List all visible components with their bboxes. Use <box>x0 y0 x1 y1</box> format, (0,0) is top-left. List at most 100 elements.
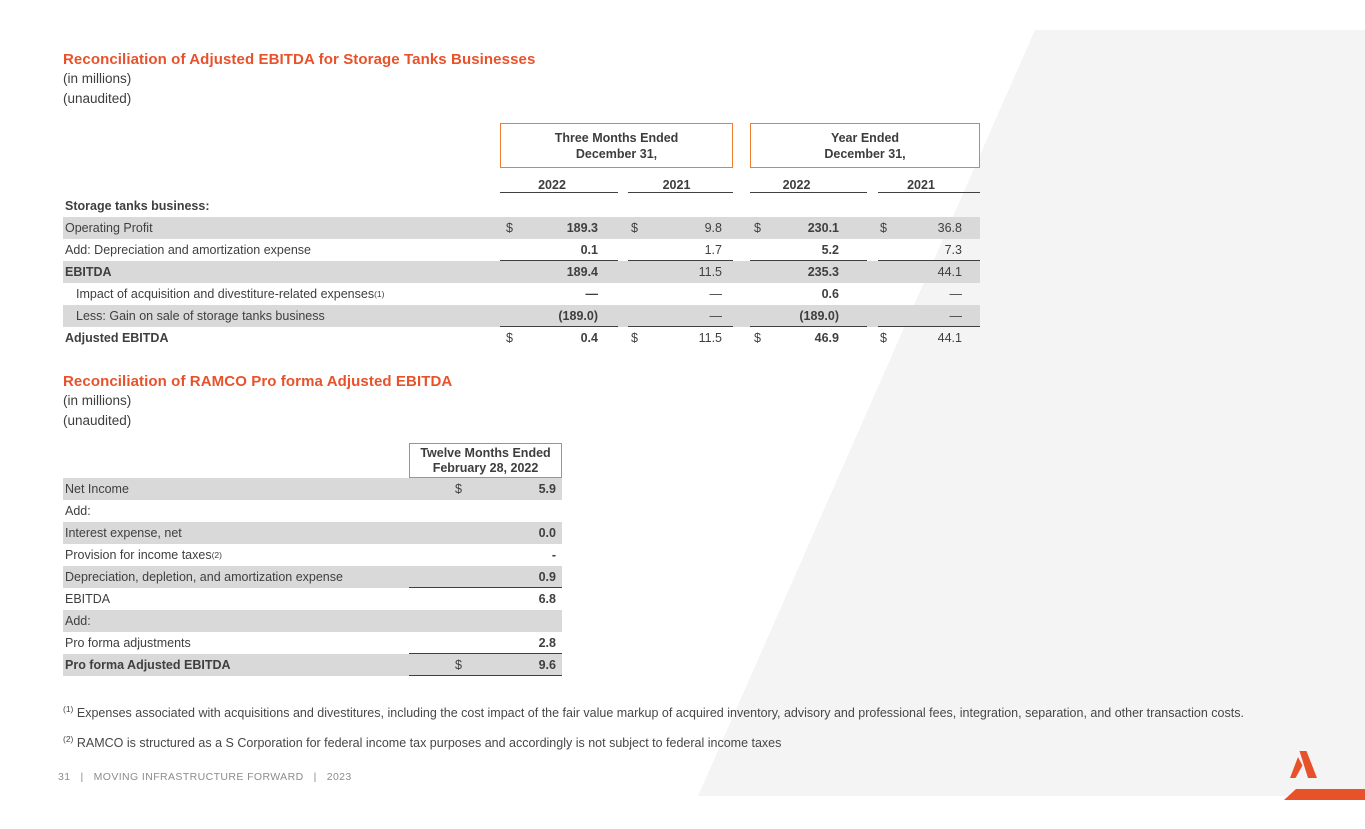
value-cell: (189.0) <box>500 305 618 327</box>
table1-row: Impact of acquisition and divestiture-re… <box>63 283 980 305</box>
row-label: Add: Depreciation and amortization expen… <box>63 239 500 261</box>
table1-row: EBITDA 189.4 11.5 235.3 44.1 <box>63 261 980 283</box>
value: 5.2 <box>821 242 839 257</box>
value-cell: 1.7 <box>628 239 733 261</box>
table1-year-header: 2022 2021 2022 2021 <box>63 168 980 193</box>
value: 1.7 <box>704 242 722 257</box>
value-cell: 235.3 <box>750 261 867 283</box>
table2-row: Add: <box>63 610 562 632</box>
row-label: Provision for income taxes (2) <box>65 548 222 562</box>
value-cell: — <box>878 305 980 327</box>
column-gap <box>618 217 628 239</box>
year-col-3: 2022 <box>750 168 867 193</box>
section2-in-millions: (in millions) <box>63 393 132 408</box>
value-cell <box>409 610 562 632</box>
value-cell: $230.1 <box>750 217 867 239</box>
column-gap <box>867 327 878 349</box>
table1-row: Add: Depreciation and amortization expen… <box>63 239 980 261</box>
dollar-sign: $ <box>506 221 513 235</box>
value: 0.0 <box>538 526 556 540</box>
row-label: EBITDA <box>63 261 500 283</box>
value-cell: 44.1 <box>878 261 980 283</box>
footnote-2-text: RAMCO is structured as a S Corporation f… <box>76 736 782 750</box>
value-cell: $9.6 <box>409 654 562 676</box>
table1-row: Adjusted EBITDA $0.4 $11.5 $46.9 $44.1 <box>63 327 980 349</box>
value: 46.9 <box>814 331 839 345</box>
three-months-ended-box: Three Months Ended December 31, <box>500 123 733 168</box>
row-label-text: EBITDA <box>65 592 111 606</box>
row-label: Add: <box>63 500 409 522</box>
footer-tagline: MOVING INFRASTRUCTURE FORWARD <box>93 771 304 783</box>
value: 0.4 <box>580 331 598 345</box>
row-label: Less: Gain on sale of storage tanks busi… <box>63 305 500 327</box>
value-cell: 7.3 <box>878 239 980 261</box>
dollar-sign: $ <box>506 331 513 345</box>
section1-title: Reconciliation of Adjusted EBITDA for St… <box>63 51 536 68</box>
value-cell: (189.0) <box>750 305 867 327</box>
value-cell: 189.4 <box>500 261 618 283</box>
table1-row: Less: Gain on sale of storage tanks busi… <box>63 305 980 327</box>
row-label-text: Pro forma Adjusted EBITDA <box>65 658 231 672</box>
row-label-text: Impact of acquisition and divestiture-re… <box>76 287 375 301</box>
value: — <box>709 287 723 301</box>
row-label-text: Operating Profit <box>65 221 153 235</box>
table2-body: Net Income $5.9 Add: Interest expense, net 0… <box>63 478 562 676</box>
row-label: Net Income <box>63 478 409 500</box>
column-gap <box>867 261 878 283</box>
storage-tanks-table: Three Months Ended December 31, Year End… <box>63 123 980 349</box>
column-gap <box>867 305 878 327</box>
value-cell: $0.4 <box>500 327 618 349</box>
column-gap <box>618 327 628 349</box>
value: (189.0) <box>799 308 839 323</box>
row-label: Pro forma Adjusted EBITDA <box>63 654 409 676</box>
page-number: 31 <box>58 771 71 783</box>
table1-row: Operating Profit $189.3 $9.8 $230.1 $36.8 <box>63 217 980 239</box>
value-cell: — <box>878 283 980 305</box>
dollar-sign: $ <box>455 657 462 672</box>
table2-row: Provision for income taxes (2) - <box>63 544 562 566</box>
footer-separator: | <box>80 771 84 783</box>
value: 36.8 <box>937 221 962 235</box>
row-label: Adjusted EBITDA <box>63 327 500 349</box>
period-line2: December 31, <box>824 146 906 161</box>
dollar-sign: $ <box>754 331 761 345</box>
footer-separator: | <box>313 771 317 783</box>
value: 230.1 <box>807 221 839 235</box>
value-cell: 0.6 <box>750 283 867 305</box>
company-logo-icon <box>1290 751 1317 778</box>
footnote-1-text: Expenses associated with acquisitions an… <box>76 706 1244 720</box>
column-gap <box>618 239 628 261</box>
value-cell: 6.8 <box>409 588 562 610</box>
table2-period-header: Twelve Months Ended February 28, 2022 <box>63 443 562 478</box>
value: - <box>551 548 556 562</box>
row-label-text: Pro forma adjustments <box>65 636 191 650</box>
section1-unaudited: (unaudited) <box>63 91 132 106</box>
dollar-sign: $ <box>880 221 887 235</box>
value-cell: $5.9 <box>409 478 562 500</box>
column-gap <box>733 305 750 327</box>
dollar-sign: $ <box>754 221 761 235</box>
row-label: Add: <box>63 610 409 632</box>
value: — <box>585 287 599 301</box>
value-cell: 11.5 <box>628 261 733 283</box>
value: 11.5 <box>698 265 722 279</box>
value-cell: $46.9 <box>750 327 867 349</box>
footnote-2-marker: (2) <box>63 733 74 744</box>
column-gap <box>867 217 878 239</box>
value: 189.4 <box>566 265 598 279</box>
row-label: Impact of acquisition and divestiture-re… <box>76 287 385 301</box>
dollar-sign: $ <box>631 221 638 235</box>
row-label-text: Interest expense, net <box>65 526 182 540</box>
value-cell: $189.3 <box>500 217 618 239</box>
value: 44.1 <box>937 331 962 345</box>
year-col-1: 2022 <box>500 168 618 193</box>
value-cell: $44.1 <box>878 327 980 349</box>
footer-year: 2023 <box>326 771 352 783</box>
value-cell: 2.8 <box>409 632 562 654</box>
period-line2: February 28, 2022 <box>432 460 539 475</box>
column-gap <box>867 283 878 305</box>
section2-title: Reconciliation of RAMCO Pro forma Adjust… <box>63 373 453 390</box>
twelve-months-ended-box: Twelve Months Ended February 28, 2022 <box>409 443 562 478</box>
ramco-table: Twelve Months Ended February 28, 2022 Ne… <box>63 443 562 676</box>
column-gap <box>867 239 878 261</box>
